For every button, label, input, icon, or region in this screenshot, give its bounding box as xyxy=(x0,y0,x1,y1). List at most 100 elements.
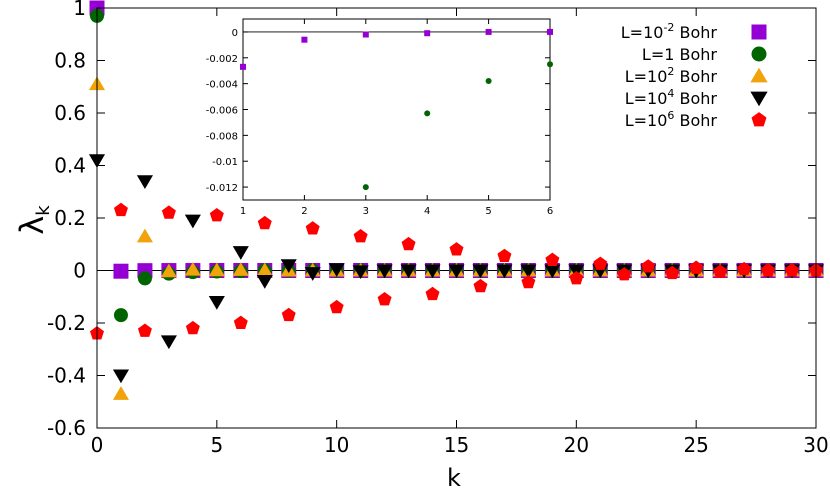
inset-series-0 xyxy=(240,28,553,70)
x-tick-label: 5 xyxy=(210,433,223,457)
data-point-pentagon xyxy=(761,263,776,277)
legend-label: L=10-2 Bohr xyxy=(621,21,718,42)
data-point-pentagon xyxy=(209,208,224,222)
data-point-pentagon xyxy=(425,286,440,301)
data-point-triangle-up xyxy=(112,386,130,400)
data-point-circle xyxy=(137,271,152,286)
inset-point-square xyxy=(424,30,431,37)
y-tick-label: 0.2 xyxy=(54,206,86,230)
data-point-pentagon xyxy=(113,202,128,217)
inset-point-circle xyxy=(424,110,431,117)
inset-x-tick-label: 6 xyxy=(547,206,553,217)
data-point-circle xyxy=(113,308,128,323)
y-tick-label: 0 xyxy=(73,259,86,283)
data-point-pentagon xyxy=(329,299,344,314)
y-tick-label: 0.6 xyxy=(54,101,86,125)
inset-point-square xyxy=(547,28,553,35)
series-4 xyxy=(90,202,823,340)
data-point-triangle-down xyxy=(448,264,465,279)
inset-y-tick-label: -0.008 xyxy=(206,131,238,142)
data-point-pentagon xyxy=(185,320,200,335)
data-point-pentagon xyxy=(545,252,560,266)
data-point-triangle-down xyxy=(256,275,273,289)
data-point-triangle-down xyxy=(304,267,321,281)
data-point-triangle-down xyxy=(472,264,489,279)
data-point-triangle-down xyxy=(376,264,393,279)
legend-label-base: L=10 xyxy=(625,111,668,130)
data-point-triangle-up xyxy=(160,263,177,278)
data-point-triangle-down xyxy=(544,264,561,279)
data-point-square xyxy=(113,263,129,279)
legend-label-exponent: 4 xyxy=(667,87,674,100)
data-point-pentagon xyxy=(785,263,800,277)
x-axis-label: k xyxy=(447,464,461,492)
y-tick-label: 0.8 xyxy=(54,49,86,73)
data-point-pentagon xyxy=(377,292,392,306)
legend-label-unit: Bohr xyxy=(674,111,717,130)
data-point-pentagon xyxy=(233,315,248,329)
legend-marker-triangle-up xyxy=(750,67,768,83)
data-point-triangle-up xyxy=(256,262,273,277)
x-tick-label: 10 xyxy=(324,433,349,457)
data-point-triangle-down xyxy=(496,264,513,279)
x-tick-label: 30 xyxy=(803,433,828,457)
inset-point-square xyxy=(301,36,308,43)
y-tick-label: 1 xyxy=(73,0,86,20)
legend-label-exponent: -2 xyxy=(663,21,674,34)
legend-marker-square xyxy=(751,24,767,40)
data-point-triangle-up xyxy=(208,262,225,277)
legend-label-unit: Bohr xyxy=(674,89,717,108)
inset-point-square xyxy=(362,31,369,38)
data-point-pentagon xyxy=(521,274,536,289)
data-point-pentagon xyxy=(641,259,656,273)
inset-y-tick-label: -0.004 xyxy=(206,80,238,91)
x-tick-label: 0 xyxy=(91,433,104,457)
data-point-triangle-up xyxy=(136,228,153,243)
data-point-triangle-down xyxy=(160,335,177,350)
legend-label-unit: Bohr xyxy=(674,45,717,64)
inset-background xyxy=(242,18,551,201)
inset-series-1 xyxy=(362,61,553,191)
inset-plot: 1 2 3 4 5 6 0 -0.002 -0.004 -0.006 -0.008 -0.01 -0.0… xyxy=(206,18,553,217)
y-axis-label: λk xyxy=(13,205,54,235)
inset-x-tick-label: 5 xyxy=(485,206,491,217)
legend-marker-circle xyxy=(751,46,767,62)
inset-y-tick-label: -0.002 xyxy=(206,54,238,65)
data-point-triangle-down xyxy=(232,246,249,260)
x-tick-label: 25 xyxy=(683,433,708,457)
legend-label: L=102 Bohr xyxy=(625,65,718,86)
data-point-triangle-up xyxy=(232,262,249,276)
legend-label-unit: Bohr xyxy=(674,23,717,42)
data-point-triangle-down xyxy=(280,259,297,273)
data-point-triangle-down xyxy=(328,263,345,277)
data-point-pentagon xyxy=(449,242,464,256)
inset-point-square xyxy=(485,28,492,35)
data-point-pentagon xyxy=(473,278,488,293)
legend-label-base: L=10 xyxy=(625,67,668,86)
data-point-triangle-down xyxy=(352,265,369,279)
main-plot-frame xyxy=(96,7,817,429)
data-point-pentagon xyxy=(569,271,584,285)
y-axis-label-symbol: λ xyxy=(13,216,51,235)
inset-y-tick-label: -0.01 xyxy=(212,157,238,168)
inset-point-circle xyxy=(547,61,553,68)
inset-y-tick-label: -0.006 xyxy=(206,106,238,117)
inset-x-tick-label: 3 xyxy=(363,206,369,217)
inset-point-circle xyxy=(362,184,369,191)
data-point-triangle-down xyxy=(520,264,537,279)
data-point-triangle-down xyxy=(136,175,153,189)
legend-label: L=104 Bohr xyxy=(625,87,718,108)
data-point-triangle-down xyxy=(112,369,130,384)
data-point-triangle-down xyxy=(208,296,225,310)
data-point-pentagon xyxy=(161,205,176,219)
data-point-pentagon xyxy=(593,256,608,270)
legend-label-base: L=1 xyxy=(642,45,675,64)
data-point-pentagon xyxy=(737,261,752,276)
data-point-pentagon xyxy=(689,260,704,274)
legend-label-exponent: 6 xyxy=(667,109,674,122)
y-axis-label-subscript: k xyxy=(33,205,54,216)
legend-label-base: L=10 xyxy=(621,23,664,42)
legend-label: L=1 Bohr xyxy=(642,45,717,64)
y-tick-label: -0.4 xyxy=(47,364,86,388)
